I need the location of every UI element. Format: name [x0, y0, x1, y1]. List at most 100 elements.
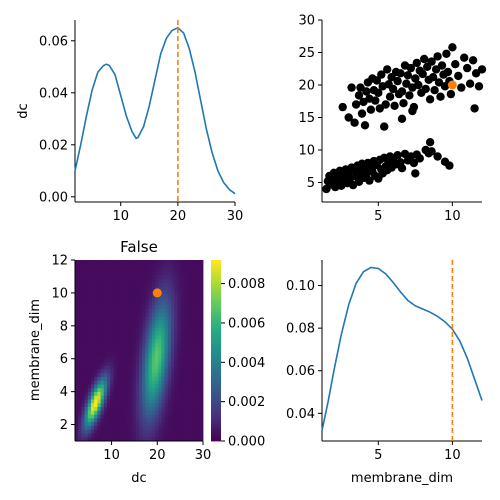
heatmap-cell	[103, 354, 108, 359]
heatmap-cell	[158, 433, 162, 438]
heatmap-cell	[174, 267, 178, 272]
heatmap-cell	[174, 399, 178, 404]
heatmap-cell	[164, 399, 169, 404]
heatmap-cell	[158, 410, 162, 415]
heatmap-cell	[119, 342, 124, 348]
heatmap-cell	[139, 260, 143, 265]
heatmap-cell	[145, 275, 149, 280]
heatmap-cell	[199, 384, 204, 389]
heatmap-cell	[151, 297, 156, 302]
heatmap-cell	[110, 376, 114, 382]
heatmap-cell	[110, 297, 114, 302]
heatmap-cell	[116, 395, 121, 400]
heatmap-cell	[97, 278, 101, 284]
heatmap-cell	[158, 350, 162, 355]
heatmap-cell	[123, 271, 127, 276]
heatmap-cell	[113, 373, 117, 378]
heatmap-cell	[183, 414, 188, 419]
heatmap-cell	[129, 267, 133, 272]
heatmap-cell	[139, 316, 143, 321]
heatmap-cell	[155, 410, 159, 415]
heatmap-cell	[174, 346, 178, 351]
heatmap-cell	[103, 331, 108, 336]
heatmap-cell	[126, 369, 130, 374]
heatmap-cell	[148, 425, 153, 431]
heatmap-cell	[171, 433, 175, 438]
colorbar-segment	[211, 371, 221, 376]
heatmap-cell	[145, 316, 149, 321]
heatmap-cell	[97, 271, 101, 276]
heatmap-cell	[126, 271, 130, 276]
heatmap-cell	[190, 309, 194, 314]
heatmap-cell	[174, 293, 178, 299]
heatmap-cell	[113, 429, 117, 434]
heatmap-cell	[81, 301, 85, 306]
heatmap-cell	[78, 399, 82, 404]
heatmap-cell	[103, 376, 108, 382]
heatmap-cell	[167, 342, 172, 348]
heatmap-cell	[100, 312, 105, 317]
heatmap-cell	[199, 403, 204, 408]
heatmap-cell	[164, 388, 169, 393]
heatmap-cell	[155, 271, 159, 276]
heatmap-cell	[116, 305, 121, 310]
heatmap-cell	[145, 395, 149, 400]
heatmap-cell	[171, 275, 175, 280]
heatmap-cell	[113, 312, 117, 317]
heatmap-cell	[190, 403, 194, 408]
heatmap-cell	[158, 297, 162, 302]
membrane-dim-density-x-tick-label: 10	[444, 448, 461, 463]
heatmap-cell	[164, 369, 169, 374]
heatmap-cell	[87, 407, 92, 412]
heatmap-cell	[190, 365, 194, 370]
heatmap-cell	[113, 414, 117, 419]
heatmap-cell	[97, 403, 101, 408]
heatmap-cell	[91, 301, 95, 306]
heatmap-cell	[199, 309, 204, 314]
heatmap-cell	[116, 331, 121, 336]
colorbar-segment	[211, 338, 221, 342]
heatmap-cell	[142, 271, 146, 276]
heatmap-cell	[199, 324, 204, 329]
heatmap-cell	[190, 331, 194, 336]
heatmap-cell	[75, 388, 79, 393]
heatmap-cell	[78, 346, 82, 351]
dc-density-y-tick-label: 0.04	[39, 86, 68, 101]
heatmap-cell	[107, 373, 111, 378]
heatmap-cell	[135, 433, 140, 438]
heatmap-cell	[100, 305, 105, 310]
heatmap-cell	[161, 331, 165, 336]
heatmap-cell	[87, 316, 92, 321]
heatmap-cell	[139, 384, 143, 389]
heatmap-cell	[135, 395, 140, 400]
heatmap-cell	[148, 305, 153, 310]
heatmap-cell	[84, 275, 89, 280]
heatmap-cell	[190, 312, 194, 317]
heatmap-cell	[171, 278, 175, 284]
heatmap-cell	[190, 267, 194, 272]
heatmap-cell	[193, 399, 197, 404]
heatmap-cell	[171, 395, 175, 400]
heatmap-cell	[177, 320, 181, 325]
scatter-point	[425, 138, 435, 147]
colorbar-segment	[211, 287, 221, 291]
heatmap-cell	[199, 373, 204, 378]
heatmap-cell	[171, 391, 175, 397]
heatmap-cell	[145, 324, 149, 329]
heatmap-cell	[123, 433, 127, 438]
heatmap-cell	[183, 373, 188, 378]
heatmap-cell	[110, 282, 114, 287]
heatmap-cell	[174, 342, 178, 348]
heatmap-cell	[171, 293, 175, 299]
heatmap-cell	[84, 263, 89, 268]
heatmap-cell	[81, 316, 85, 321]
heatmap-cell	[167, 376, 172, 382]
heatmap-cell	[167, 316, 172, 321]
membrane-dim-density-y-tick-label: 0.08	[286, 322, 315, 337]
heatmap-cell	[119, 293, 124, 299]
scatter-point	[375, 104, 384, 113]
heatmap-cell	[129, 335, 133, 340]
heatmap-cell	[155, 275, 159, 280]
heatmap-cell	[187, 260, 191, 265]
heatmap-cell	[97, 399, 101, 404]
